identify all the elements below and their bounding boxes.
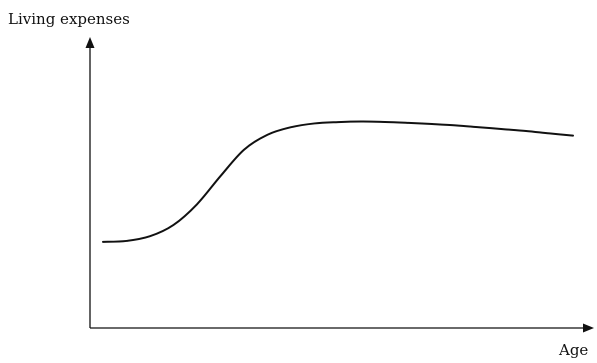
y-axis-label: Living expenses bbox=[8, 10, 130, 28]
x-axis-arrow-icon bbox=[583, 323, 594, 333]
x-axis-label: Age bbox=[558, 341, 588, 359]
y-axis-arrow-icon bbox=[85, 37, 95, 48]
living-expenses-curve bbox=[102, 120, 574, 243]
